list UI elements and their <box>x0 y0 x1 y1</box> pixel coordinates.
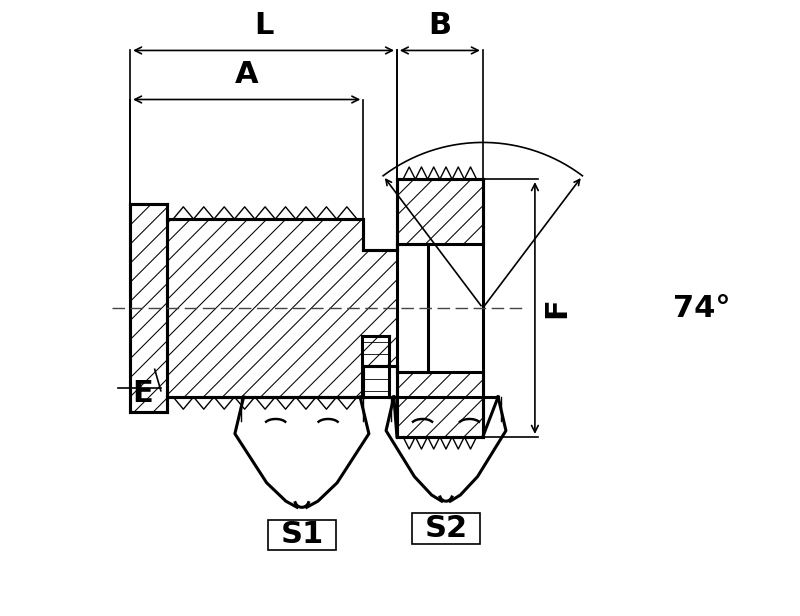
Bar <box>412 513 480 544</box>
Text: F: F <box>542 298 571 318</box>
Text: B: B <box>428 12 451 41</box>
Text: E: E <box>132 379 153 408</box>
Text: 74°: 74° <box>673 293 730 323</box>
Text: S2: S2 <box>425 514 467 543</box>
Bar <box>268 519 336 550</box>
Text: A: A <box>235 60 258 89</box>
Polygon shape <box>167 219 397 397</box>
Polygon shape <box>130 204 167 412</box>
Text: L: L <box>254 12 274 41</box>
Text: S1: S1 <box>280 521 323 549</box>
Polygon shape <box>397 373 482 437</box>
Polygon shape <box>397 179 482 243</box>
